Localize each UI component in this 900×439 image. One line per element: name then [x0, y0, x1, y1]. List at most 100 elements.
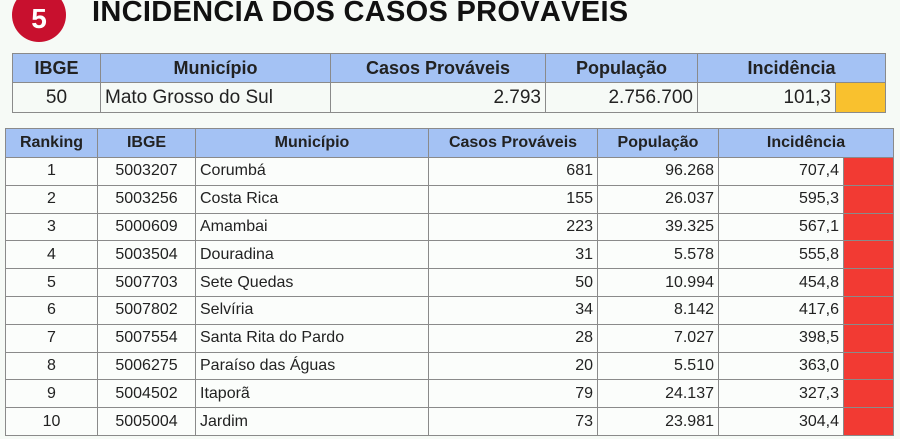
cell: Itaporã	[195, 379, 429, 409]
incidence-indicator	[843, 240, 894, 270]
ranking-row: 8 5006275 Paraíso das Águas 20 5.510 363,0	[5, 351, 894, 381]
column-header: População	[597, 128, 719, 158]
cell: 5000609	[97, 212, 196, 242]
cell: 31	[428, 240, 598, 270]
cell: 28	[428, 323, 598, 353]
cell: 101,3	[697, 82, 836, 113]
cell: 5007703	[97, 268, 196, 297]
summary-row: 50 Mato Grosso do Sul 2.793 2.756.700 101,3	[12, 82, 886, 113]
column-header: Incidência	[697, 53, 886, 83]
ranking-row: 7 5007554 Santa Rita do Pardo 28 7.027 398,5	[5, 323, 894, 353]
ranking-row: 4 5003504 Douradina 31 5.578 555,8	[5, 240, 894, 270]
header-row: Ranking IBGE Município Casos Prováveis Popul…	[5, 128, 894, 158]
ranking-row: 6 5007802 Selvíria 34 8.142 417,6	[5, 295, 894, 325]
cell: Jardim	[195, 407, 429, 436]
column-header: IBGE	[97, 128, 196, 158]
ranking-row: 5 5007703 Sete Quedas 50 10.994 454,8	[5, 268, 894, 297]
incidence-indicator	[843, 407, 894, 436]
incidence-indicator	[843, 379, 894, 409]
cell: 73	[428, 407, 598, 436]
incidence-indicator	[843, 212, 894, 242]
cell: 50	[12, 82, 101, 113]
cell: 707,4	[718, 157, 844, 186]
cell: 7	[5, 323, 98, 353]
cell: 79	[428, 379, 598, 409]
cell: 567,1	[718, 212, 844, 242]
cell: 8	[5, 351, 98, 381]
cell: 454,8	[718, 268, 844, 297]
column-header: IBGE	[12, 53, 101, 83]
column-header: População	[545, 53, 698, 83]
incidence-indicator	[843, 268, 894, 297]
cell: 223	[428, 212, 598, 242]
cell: 2.793	[330, 82, 546, 113]
cell: Costa Rica	[195, 184, 429, 214]
cell: 9	[5, 379, 98, 409]
cell: 2.756.700	[545, 82, 698, 113]
cell: 6	[5, 295, 98, 325]
cell: 363,0	[718, 351, 844, 381]
cell: 555,8	[718, 240, 844, 270]
incidence-indicator	[835, 82, 886, 113]
cell: Sete Quedas	[195, 268, 429, 297]
column-header: Município	[195, 128, 429, 158]
cell: 5003504	[97, 240, 196, 270]
cell: 39.325	[597, 212, 719, 242]
incidence-indicator	[843, 295, 894, 325]
cell: 20	[428, 351, 598, 381]
cell: Amambai	[195, 212, 429, 242]
column-header: Casos Prováveis	[330, 53, 546, 83]
cell: 5006275	[97, 351, 196, 381]
cell: 50	[428, 268, 598, 297]
cell: 5	[5, 268, 98, 297]
section-badge: 5	[12, 0, 66, 42]
column-header: Ranking	[5, 128, 98, 158]
cell: 5007554	[97, 323, 196, 353]
ranking-row: 10 5005004 Jardim 73 23.981 304,4	[5, 407, 894, 436]
cell: Douradina	[195, 240, 429, 270]
ranking-row: 2 5003256 Costa Rica 155 26.037 595,3	[5, 184, 894, 214]
column-header: Município	[100, 53, 331, 83]
cell: Mato Grosso do Sul	[100, 82, 331, 113]
cell: 96.268	[597, 157, 719, 186]
header-row: IBGE Município Casos Prováveis População Inc…	[12, 53, 886, 83]
cell: 417,6	[718, 295, 844, 325]
cell: Selvíria	[195, 295, 429, 325]
cell: Corumbá	[195, 157, 429, 186]
incidence-indicator	[843, 323, 894, 353]
cell: 595,3	[718, 184, 844, 214]
column-header: Incidência	[718, 128, 894, 158]
page-title: INCIDÊNCIA DOS CASOS PROVÁVEIS	[92, 0, 629, 28]
cell: 2	[5, 184, 98, 214]
cell: 155	[428, 184, 598, 214]
cell: 34	[428, 295, 598, 325]
cell: Santa Rita do Pardo	[195, 323, 429, 353]
cell: 10.994	[597, 268, 719, 297]
ranking-table: Ranking IBGE Município Casos Prováveis Popul…	[5, 128, 894, 436]
cell: 5004502	[97, 379, 196, 409]
incidence-indicator	[843, 157, 894, 186]
incidence-indicator	[843, 184, 894, 214]
column-header: Casos Prováveis	[428, 128, 598, 158]
cell: 5007802	[97, 295, 196, 325]
cell: 3	[5, 212, 98, 242]
cell: 681	[428, 157, 598, 186]
summary-table: IBGE Município Casos Prováveis População Inc…	[12, 53, 886, 113]
cell: 327,3	[718, 379, 844, 409]
cell: 8.142	[597, 295, 719, 325]
ranking-row: 9 5004502 Itaporã 79 24.137 327,3	[5, 379, 894, 409]
cell: 10	[5, 407, 98, 436]
cell: 5003207	[97, 157, 196, 186]
cell: 304,4	[718, 407, 844, 436]
cell: 5003256	[97, 184, 196, 214]
cell: 398,5	[718, 323, 844, 353]
ranking-row: 1 5003207 Corumbá 681 96.268 707,4	[5, 157, 894, 186]
cell: 7.027	[597, 323, 719, 353]
cell: 4	[5, 240, 98, 270]
cell: 5.510	[597, 351, 719, 381]
cell: 5.578	[597, 240, 719, 270]
cell: 5005004	[97, 407, 196, 436]
cell: 1	[5, 157, 98, 186]
cell: Paraíso das Águas	[195, 351, 429, 381]
